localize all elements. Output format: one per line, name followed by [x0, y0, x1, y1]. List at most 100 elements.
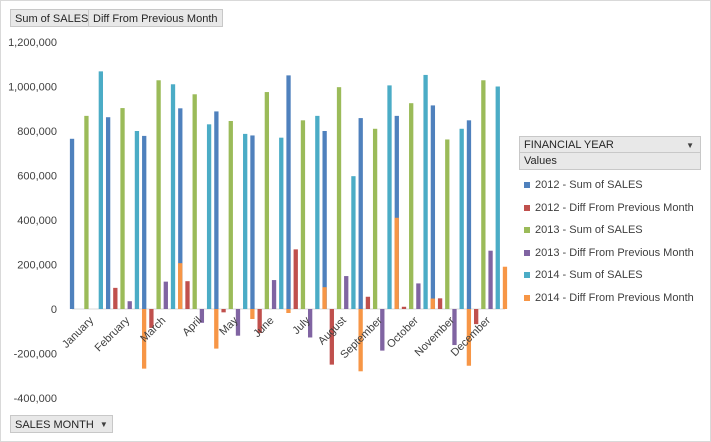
- bar: [394, 115, 399, 310]
- bar: [163, 281, 168, 309]
- y-tick-label: 0: [51, 304, 57, 316]
- bar: [170, 84, 176, 309]
- bar: [358, 118, 363, 309]
- legend-swatch: [524, 204, 530, 211]
- bar: [134, 131, 140, 309]
- bar: [466, 120, 472, 309]
- bar: [221, 309, 226, 313]
- y-tick-label: 200,000: [17, 260, 57, 272]
- legend-item: 2013 - Sum of SALES: [519, 219, 701, 242]
- bar: [69, 138, 75, 309]
- y-tick-label: -200,000: [14, 349, 57, 361]
- bar: [502, 266, 508, 309]
- x-tick-label: February: [93, 314, 133, 354]
- bar: [481, 80, 486, 310]
- bar: [257, 309, 262, 334]
- bar: [250, 135, 255, 309]
- value-field-sum-of-sales-button[interactable]: Sum of SALES: [10, 9, 94, 27]
- bar: [271, 280, 277, 309]
- legend-label: 2014 - Diff From Previous Month: [535, 291, 694, 304]
- legend-swatch: [524, 227, 530, 233]
- bar: [495, 86, 500, 309]
- bar: [113, 287, 118, 309]
- bar: [380, 309, 385, 351]
- bar: [452, 309, 457, 346]
- bar: [286, 309, 291, 313]
- bar: [286, 75, 291, 310]
- bar: [279, 137, 284, 309]
- legend-swatch: [524, 294, 530, 301]
- bar: [156, 80, 161, 310]
- bar: [351, 176, 356, 309]
- legend-item: 2014 - Diff From Previous Month: [519, 287, 701, 310]
- bar: [178, 108, 183, 309]
- y-tick-label: 1,200,000: [8, 37, 57, 49]
- bar: [293, 249, 298, 309]
- legend-label: 2012 - Diff From Previous Month: [535, 201, 694, 214]
- legend-item: 2012 - Sum of SALES: [519, 174, 701, 197]
- y-tick-label: 800,000: [17, 126, 57, 138]
- x-tick-label: January: [60, 314, 97, 351]
- bar: [228, 120, 233, 310]
- bar: [98, 71, 103, 310]
- bar: [192, 94, 197, 309]
- y-tick-label: 400,000: [17, 215, 57, 227]
- legend-item: 2013 - Diff From Previous Month: [519, 242, 701, 265]
- bar: [365, 296, 371, 309]
- bar: [141, 309, 147, 369]
- bar: [206, 124, 212, 309]
- financial-year-filter-button[interactable]: FINANCIAL YEAR ▼: [519, 136, 701, 153]
- legend-item: 2014 - Sum of SALES: [519, 264, 701, 287]
- bar: [459, 128, 464, 309]
- bar: [243, 133, 248, 309]
- bar: [344, 276, 349, 309]
- legend-item: 2012 - Diff From Previous Month: [519, 197, 701, 220]
- x-tick-label: October: [385, 314, 421, 350]
- legend-list: 2012 - Sum of SALES 2012 - Diff From Prev…: [519, 174, 701, 309]
- bar: [466, 309, 472, 366]
- legend-label: 2012 - Sum of SALES: [535, 179, 643, 191]
- bar: [214, 309, 219, 349]
- bar: [142, 135, 147, 309]
- bar: [423, 74, 428, 310]
- legend-label: 2013 - Diff From Previous Month: [535, 246, 694, 259]
- bar: [178, 263, 183, 309]
- bar: [437, 298, 443, 309]
- legend: FINANCIAL YEAR ▼ Values 2012 - Sum of SA…: [519, 136, 701, 309]
- legend-label: 2013 - Sum of SALES: [535, 224, 643, 236]
- bar: [430, 105, 436, 309]
- bar: [409, 103, 414, 309]
- y-tick-label: -400,000: [14, 393, 57, 405]
- legend-values-header: Values: [519, 153, 701, 170]
- bar: [235, 309, 241, 336]
- bar: [199, 309, 205, 323]
- legend-swatch: [524, 182, 530, 188]
- bar: [214, 111, 219, 309]
- y-tick-label: 1,000,000: [8, 82, 57, 94]
- bar: [84, 115, 89, 310]
- bar: [127, 301, 132, 309]
- bar: [322, 287, 327, 309]
- bar: [300, 120, 306, 309]
- legend-label: 2014 - Sum of SALES: [535, 269, 643, 281]
- bar: [430, 298, 435, 309]
- chevron-down-icon[interactable]: ▼: [99, 420, 108, 430]
- bar: [250, 309, 255, 320]
- bar: [474, 309, 479, 325]
- chevron-down-icon[interactable]: ▼: [686, 141, 694, 150]
- x-tick-label: June: [251, 315, 276, 340]
- bar: [488, 250, 493, 309]
- bar: [185, 281, 190, 309]
- bar: [307, 309, 313, 338]
- bar: [401, 306, 407, 309]
- value-field-diff-button[interactable]: Diff From Previous Month: [88, 9, 223, 27]
- bar: [120, 108, 125, 309]
- bar: [445, 139, 450, 309]
- legend-swatch: [524, 272, 530, 278]
- bar: [149, 309, 154, 328]
- sales-month-filter-button[interactable]: SALES MONTH ▼: [10, 415, 113, 433]
- bar: [329, 309, 334, 365]
- bar: [264, 92, 270, 309]
- bar: [416, 283, 421, 309]
